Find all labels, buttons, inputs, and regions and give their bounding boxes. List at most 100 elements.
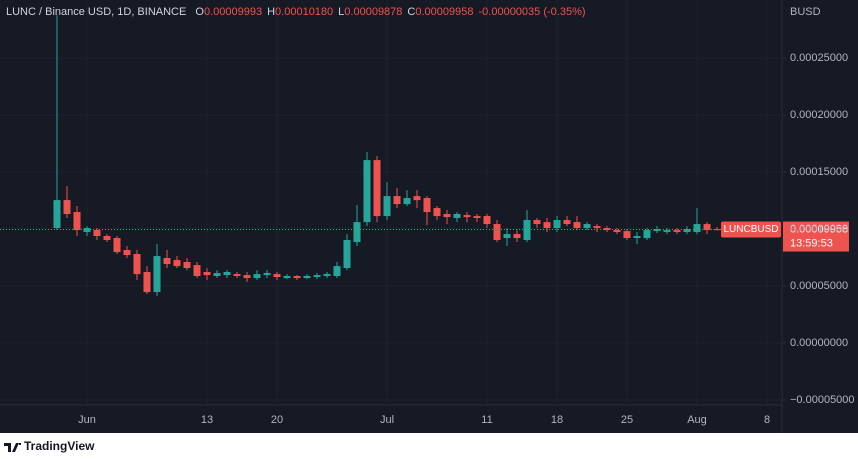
grid	[782, 57, 786, 401]
legend-value: 0.00009878	[344, 6, 402, 18]
price-tag: LUNCBUSD 0.00009958 13:59:53	[721, 221, 849, 252]
legend-key: O	[195, 6, 204, 18]
candle-body	[53, 200, 61, 229]
candle-body	[393, 196, 401, 205]
symbol-tag	[721, 221, 781, 238]
legend-key: H	[267, 6, 275, 18]
candle-body	[643, 230, 651, 239]
price-tag-countdown: 13:59:53	[790, 237, 833, 249]
candle-body	[703, 224, 711, 231]
candle-body	[433, 208, 441, 217]
candle-body	[343, 239, 351, 269]
candle-body	[673, 230, 681, 233]
candle-body	[143, 272, 151, 293]
candle-body	[403, 198, 411, 205]
candle-body	[463, 215, 471, 218]
candle-body	[473, 216, 481, 218]
candle-body	[283, 276, 291, 279]
candle-body	[273, 274, 281, 278]
candle-body	[523, 220, 531, 240]
candle-body	[193, 265, 201, 277]
candle-body	[353, 222, 361, 243]
candle-body	[533, 220, 541, 225]
candle-body	[483, 216, 491, 225]
candle-body	[293, 276, 301, 279]
candle-body	[493, 224, 501, 240]
legend-key: C	[407, 6, 415, 18]
candle-body	[663, 230, 671, 233]
candle-body	[453, 214, 461, 218]
candle-body	[553, 220, 561, 229]
y-tick-label: 0.00015000	[790, 166, 848, 178]
y-tick-label: 0.00005000	[790, 280, 848, 292]
candle-body	[503, 234, 511, 239]
candle-body	[253, 274, 261, 279]
legend-value: 0.00010180	[275, 6, 333, 18]
candle-body	[683, 229, 691, 233]
candle-body	[373, 160, 381, 217]
price-tag-value: 0.00009958	[790, 223, 848, 235]
candle-body	[413, 196, 421, 201]
x-tick-label: 11	[481, 414, 492, 426]
candle-body	[73, 212, 81, 231]
candle-body	[333, 266, 341, 277]
candle-body	[203, 272, 211, 276]
candle-body	[173, 260, 181, 267]
candle-body	[573, 222, 581, 229]
candle-body	[213, 273, 221, 277]
candle-body	[363, 160, 371, 223]
candle-body	[153, 256, 161, 293]
chart-title: LUNC / Binance USD, 1D, BINANCE	[6, 6, 186, 18]
candle-body	[593, 226, 601, 229]
candle-body	[513, 234, 521, 239]
candle-body	[423, 198, 431, 213]
candle-body	[443, 214, 451, 218]
legend-value: 0.00009993	[204, 6, 262, 18]
chart-background	[0, 0, 858, 433]
candle-body	[183, 261, 191, 269]
candle-body	[633, 236, 641, 239]
candle-body	[563, 220, 571, 225]
candle-body	[693, 224, 701, 233]
candle-body	[623, 231, 631, 239]
candle-body	[163, 257, 171, 265]
candle-body	[233, 274, 241, 277]
candle-body	[323, 274, 331, 277]
candle-body	[243, 275, 251, 279]
candle-body	[93, 230, 101, 237]
candle-body	[263, 273, 271, 276]
candle-body	[223, 272, 231, 276]
candles	[0, 15, 782, 297]
y-tick-label: 0.00025000	[790, 52, 848, 64]
x-tick-label: 8	[764, 414, 770, 426]
x-tick-label: Jul	[380, 414, 394, 426]
candle-body	[583, 224, 591, 229]
candle-body	[653, 229, 661, 232]
footer: TradingView	[4, 439, 95, 453]
candle-body	[133, 254, 141, 275]
y-tick-label: 0.00010000	[790, 223, 848, 235]
x-tick-label: Aug	[687, 414, 707, 426]
legend-key: L	[338, 6, 344, 18]
candle-body	[543, 222, 551, 229]
candle-body	[613, 230, 621, 233]
legend-value: 0.00009958	[415, 6, 473, 18]
legend: LUNC / Binance USD, 1D, BINANCE O0.00009…	[6, 6, 586, 18]
y-axis-label: BUSD	[790, 6, 821, 18]
symbol-tag-label: LUNCBUSD	[723, 224, 778, 235]
x-tick-label: 20	[271, 414, 283, 426]
price-tag-box	[783, 221, 849, 252]
y-tick-label: −0.00005000	[790, 394, 855, 406]
x-tick-label: 18	[551, 414, 563, 426]
candle-body	[383, 196, 391, 217]
candle-body	[123, 250, 131, 256]
brand: TradingView	[24, 439, 95, 453]
candle-body	[313, 275, 321, 278]
brand-logo	[4, 443, 21, 452]
x-tick-label: 13	[201, 414, 213, 426]
candle-body	[303, 276, 311, 279]
candle-body	[113, 238, 121, 253]
x-tick-label: 25	[621, 414, 633, 426]
